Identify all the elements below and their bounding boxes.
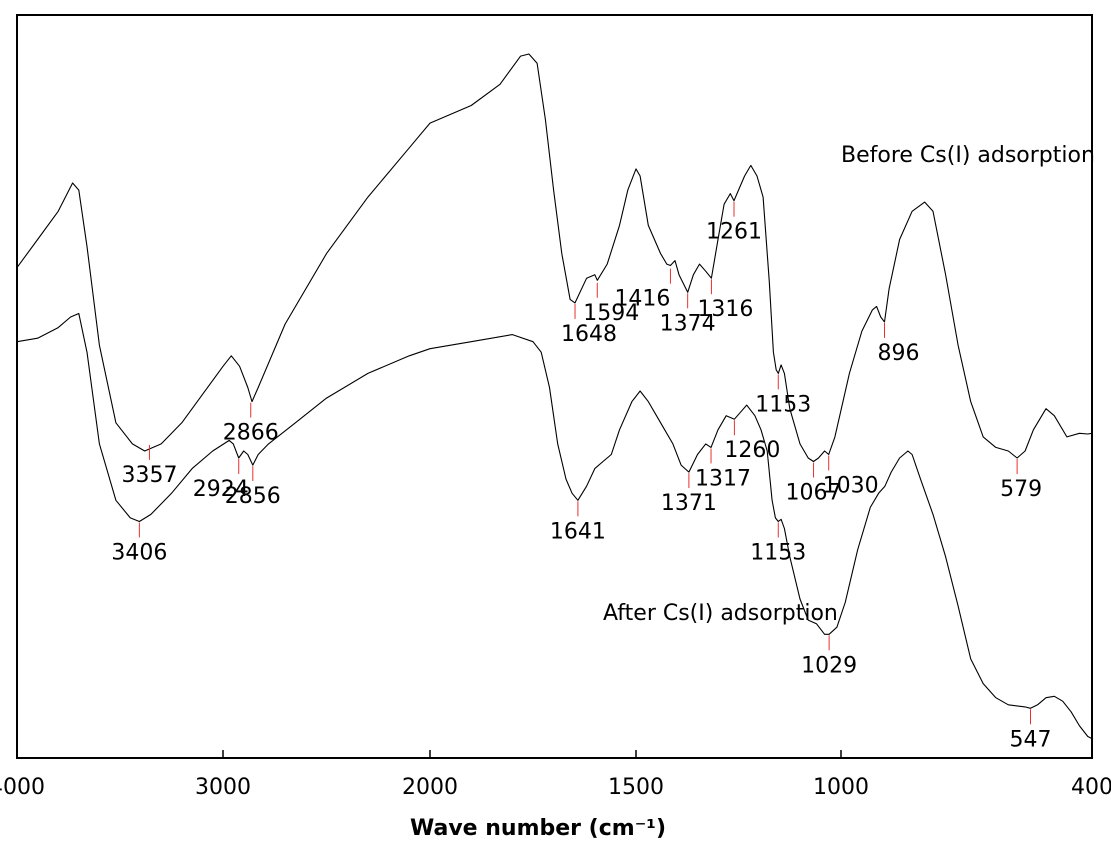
peak-label: 1648 xyxy=(561,322,617,347)
series-line-before xyxy=(16,53,1093,463)
peak-label: 1260 xyxy=(724,438,780,463)
peak-label: 579 xyxy=(1000,477,1042,502)
peak-label: 1316 xyxy=(697,297,753,322)
peak-label: 1030 xyxy=(823,473,879,498)
x-tick-label: 1000 xyxy=(813,775,869,800)
peak-label: 1153 xyxy=(750,540,806,565)
peak-label: 2856 xyxy=(225,484,281,509)
peak-label: 1416 xyxy=(614,287,670,312)
series-labels: Before Cs(I) adsorption After Cs(I) adsor… xyxy=(603,143,1095,626)
peak-label: 3357 xyxy=(121,463,177,488)
peak-label: 1371 xyxy=(661,491,717,516)
x-tick-label: 3000 xyxy=(195,775,251,800)
spectra xyxy=(16,53,1093,740)
peak-label: 1594 xyxy=(583,301,639,326)
peak-label: 1261 xyxy=(706,220,762,245)
series-label-before: Before Cs(I) adsorption xyxy=(841,143,1095,168)
plot-frame xyxy=(16,14,1093,759)
peak-label: 1067 xyxy=(786,481,842,506)
peak-label: 1374 xyxy=(660,311,716,336)
x-axis-title: Wave number (cm⁻¹) xyxy=(410,816,666,841)
peak-label: 1153 xyxy=(755,392,811,417)
x-tick-label: 400 xyxy=(1071,775,1111,800)
series-line-after xyxy=(16,312,1093,740)
x-tick-label: 1500 xyxy=(608,775,664,800)
series-label-after: After Cs(I) adsorption xyxy=(603,601,838,626)
peak-label: 2924 xyxy=(193,477,249,502)
peak-label: 896 xyxy=(878,341,920,366)
peak-label: 2866 xyxy=(223,421,279,446)
x-tick-label: 4000 xyxy=(0,775,45,800)
peak-label: 1641 xyxy=(550,519,606,544)
x-axis-ticks: 4000 3000 2000 1500 1000 400 xyxy=(0,750,1111,800)
x-tick-label: 2000 xyxy=(402,775,458,800)
peak-label: 1317 xyxy=(695,466,751,491)
peak-label: 547 xyxy=(1010,727,1052,752)
peak-label: 3406 xyxy=(111,540,167,565)
peak-label: 1029 xyxy=(801,653,857,678)
